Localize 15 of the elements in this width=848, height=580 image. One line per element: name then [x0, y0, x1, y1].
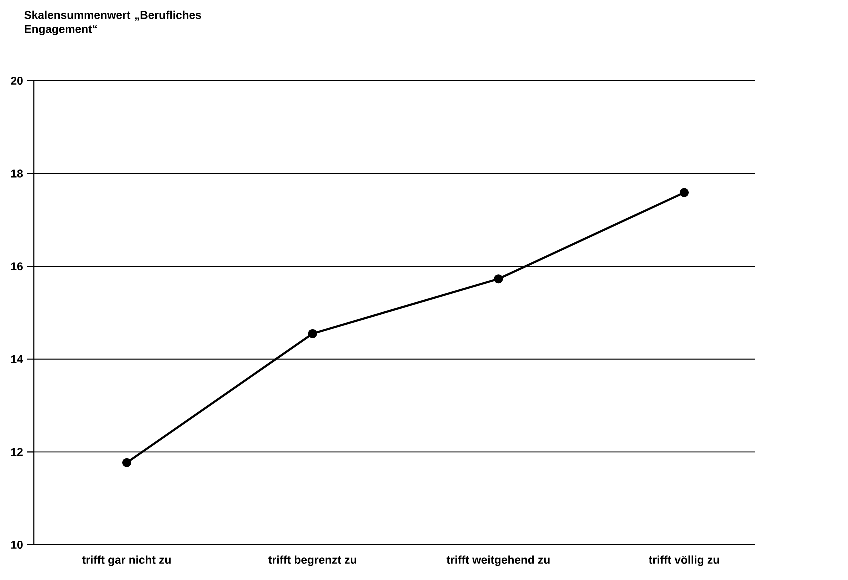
y-tick-label: 12: [11, 448, 23, 456]
y-tick-label: 20: [11, 76, 23, 85]
x-tick-label: trifft begrenzt zu: [268, 556, 356, 566]
y-tick-label: 10: [11, 540, 23, 549]
point: [680, 188, 690, 198]
point: [122, 458, 132, 468]
y-tick-label: 16: [11, 262, 23, 271]
point: [494, 274, 504, 284]
x-tick-label: trifft gar nicht zu: [82, 556, 171, 566]
y-tick-label: 14: [11, 355, 24, 364]
y-axis-title: Skalensummenwert „Berufliches Engagement“: [24, 10, 202, 36]
y-tick-label: 18: [11, 170, 24, 178]
x-tick-label: trifft völlig zu: [649, 556, 720, 566]
point: [308, 329, 318, 338]
x-tick-label: trifft weitgehend zu: [446, 556, 550, 566]
